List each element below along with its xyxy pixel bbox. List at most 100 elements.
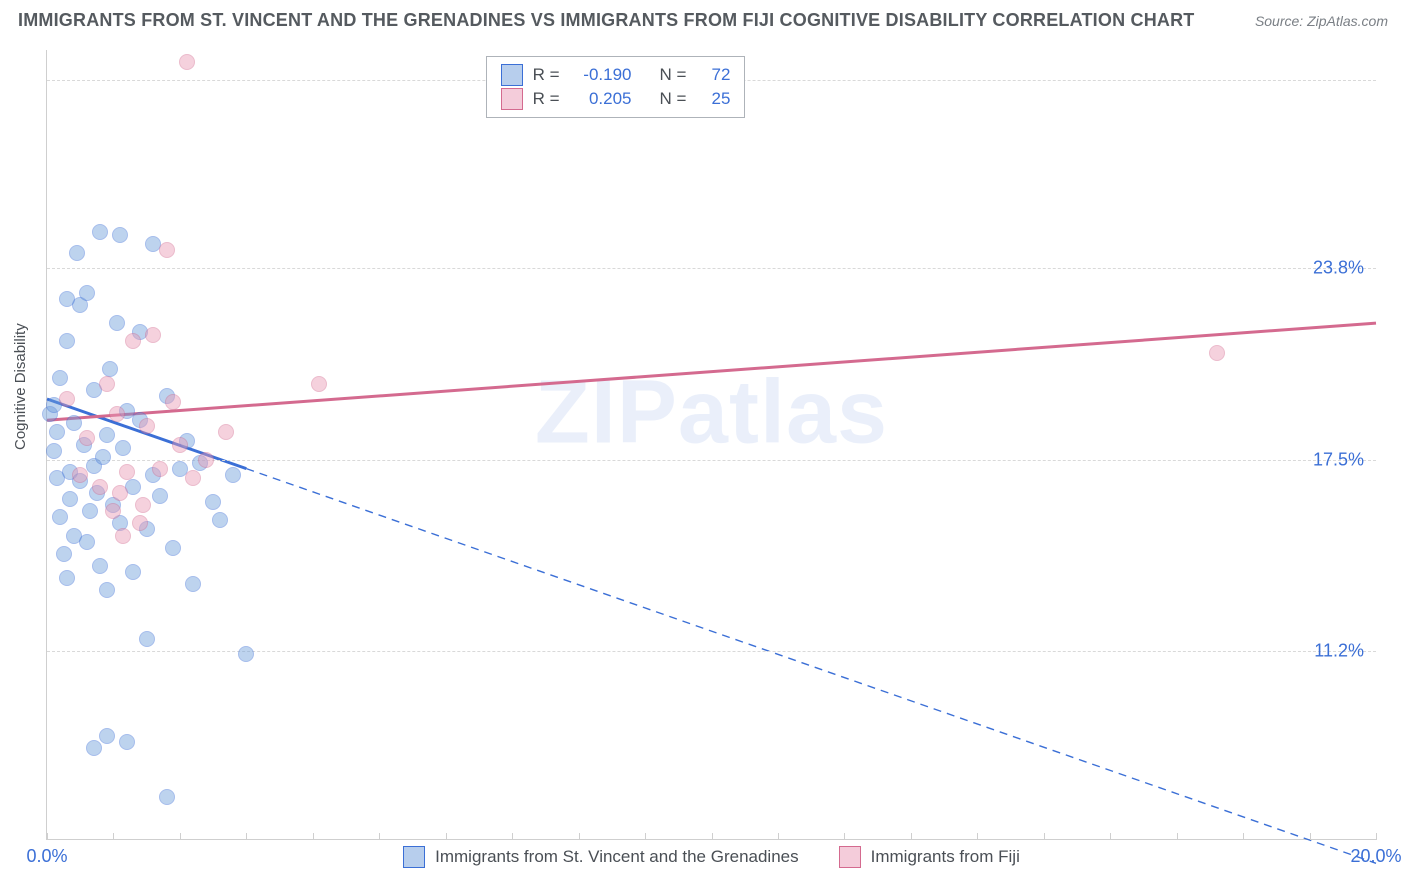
y-tick-label: 23.8% xyxy=(1313,258,1364,279)
x-tick xyxy=(180,833,181,840)
scatter-point xyxy=(139,418,155,434)
scatter-point xyxy=(115,528,131,544)
x-tick xyxy=(712,833,713,840)
legend-bottom: Immigrants from St. Vincent and the Gren… xyxy=(47,845,1376,869)
scatter-point xyxy=(82,503,98,519)
grid-line-h xyxy=(47,460,1376,461)
scatter-point xyxy=(86,740,102,756)
legend-r-value: 0.205 xyxy=(574,87,632,111)
scatter-point xyxy=(59,570,75,586)
x-tick xyxy=(778,833,779,840)
x-tick xyxy=(977,833,978,840)
scatter-point xyxy=(66,415,82,431)
x-tick xyxy=(47,833,48,840)
legend-swatch xyxy=(839,846,861,868)
scatter-point xyxy=(79,430,95,446)
scatter-point xyxy=(225,467,241,483)
scatter-point xyxy=(99,376,115,392)
page-title: IMMIGRANTS FROM ST. VINCENT AND THE GREN… xyxy=(18,10,1194,31)
scatter-point xyxy=(135,497,151,513)
scatter-point xyxy=(165,540,181,556)
legend-row: R = -0.190 N = 72 xyxy=(501,63,731,87)
scatter-point xyxy=(212,512,228,528)
scatter-point xyxy=(69,245,85,261)
legend-stats: R = -0.190 N = 72 R = 0.205 N = 25 xyxy=(486,56,746,118)
scatter-point xyxy=(205,494,221,510)
legend-r-value: -0.190 xyxy=(574,63,632,87)
legend-r-label: R = xyxy=(533,63,560,87)
trend-lines xyxy=(47,50,1376,839)
scatter-point xyxy=(125,333,141,349)
scatter-point xyxy=(59,291,75,307)
scatter-point xyxy=(179,54,195,70)
scatter-point xyxy=(99,582,115,598)
y-axis-label: Cognitive Disability xyxy=(12,323,29,450)
x-tick xyxy=(645,833,646,840)
chart-area: ZIPatlas 11.2%17.5%23.8%0.0%20.0%R =-0.1… xyxy=(46,50,1376,840)
legend-n-label: N = xyxy=(660,87,687,111)
legend-bottom-item: Immigrants from Fiji xyxy=(839,845,1020,869)
scatter-point xyxy=(79,534,95,550)
scatter-point xyxy=(105,503,121,519)
legend-bottom-item: Immigrants from St. Vincent and the Gren… xyxy=(403,845,798,869)
scatter-point xyxy=(159,789,175,805)
legend-series-label: Immigrants from St. Vincent and the Gren… xyxy=(435,845,798,869)
scatter-point xyxy=(46,443,62,459)
scatter-point xyxy=(159,242,175,258)
x-tick xyxy=(113,833,114,840)
scatter-point xyxy=(238,646,254,662)
y-tick-label: 11.2% xyxy=(1314,640,1364,661)
scatter-point xyxy=(62,491,78,507)
scatter-point xyxy=(112,485,128,501)
x-tick xyxy=(579,833,580,840)
scatter-point xyxy=(59,333,75,349)
legend-swatch xyxy=(403,846,425,868)
legend-n-value: 72 xyxy=(700,63,730,87)
grid-line-h xyxy=(47,268,1376,269)
scatter-point xyxy=(132,515,148,531)
scatter-point xyxy=(152,461,168,477)
x-tick xyxy=(1177,833,1178,840)
legend-swatch xyxy=(501,64,523,86)
scatter-point xyxy=(92,479,108,495)
scatter-point xyxy=(109,406,125,422)
scatter-point xyxy=(1209,345,1225,361)
x-tick xyxy=(246,833,247,840)
legend-n-label: N = xyxy=(660,63,687,87)
legend-n-value: 25 xyxy=(700,87,730,111)
scatter-point xyxy=(92,224,108,240)
scatter-point xyxy=(56,546,72,562)
scatter-point xyxy=(185,470,201,486)
legend-r-label: R = xyxy=(533,87,560,111)
scatter-point xyxy=(79,285,95,301)
x-tick xyxy=(911,833,912,840)
scatter-point xyxy=(185,576,201,592)
scatter-point xyxy=(52,370,68,386)
scatter-point xyxy=(152,488,168,504)
x-tick xyxy=(512,833,513,840)
scatter-point xyxy=(112,227,128,243)
scatter-point xyxy=(95,449,111,465)
scatter-point xyxy=(59,391,75,407)
x-tick xyxy=(379,833,380,840)
x-tick xyxy=(1310,833,1311,840)
x-tick xyxy=(313,833,314,840)
x-tick xyxy=(1243,833,1244,840)
scatter-point xyxy=(145,327,161,343)
scatter-point xyxy=(119,464,135,480)
scatter-point xyxy=(311,376,327,392)
source-label: Source: ZipAtlas.com xyxy=(1255,13,1388,29)
scatter-point xyxy=(52,509,68,525)
x-tick xyxy=(1110,833,1111,840)
scatter-point xyxy=(99,427,115,443)
scatter-point xyxy=(172,437,188,453)
x-tick xyxy=(446,833,447,840)
scatter-point xyxy=(165,394,181,410)
scatter-point xyxy=(115,440,131,456)
scatter-point xyxy=(92,558,108,574)
legend-series-label: Immigrants from Fiji xyxy=(871,845,1020,869)
y-tick-label: 17.5% xyxy=(1313,449,1364,470)
scatter-point xyxy=(72,467,88,483)
scatter-point xyxy=(99,728,115,744)
scatter-point xyxy=(198,452,214,468)
